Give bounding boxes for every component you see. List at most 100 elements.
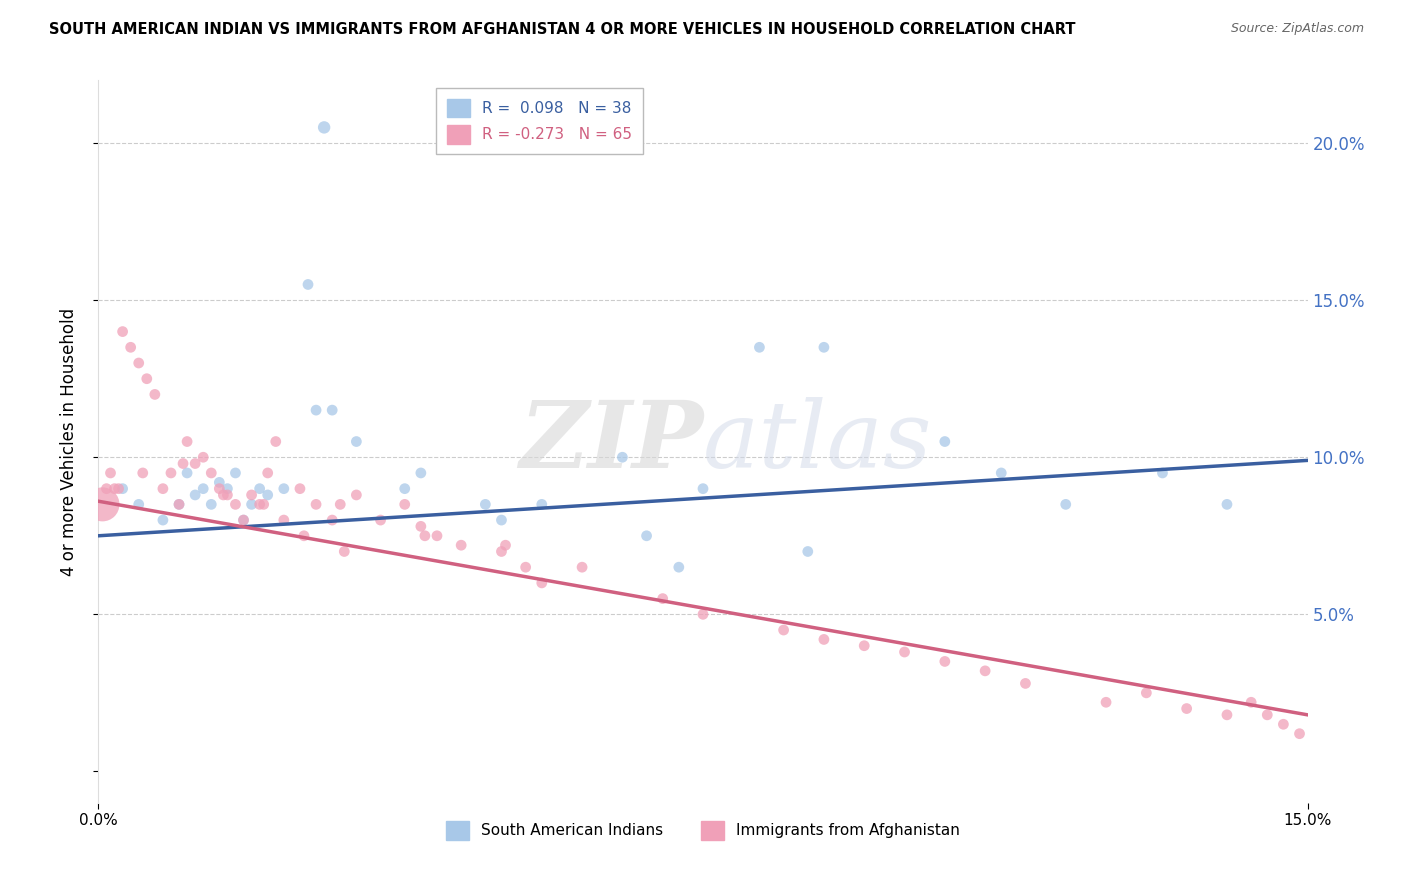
Point (329, 497, 352, 511)
Point (128, 356, 150, 370)
Point (651, 591, 673, 606)
Point (176, 466, 198, 480)
Point (1095, 695, 1118, 709)
Point (668, 560, 690, 574)
Point (571, 560, 593, 574)
Point (208, 482, 231, 496)
Legend: South American Indians, Immigrants from Afghanistan: South American Indians, Immigrants from … (440, 815, 966, 846)
Point (305, 403, 328, 417)
Point (974, 664, 997, 678)
Point (224, 466, 246, 480)
Point (1240, 695, 1263, 709)
Point (772, 623, 794, 637)
Point (208, 475, 231, 490)
Point (160, 466, 183, 480)
Point (530, 575, 553, 590)
Point (450, 538, 472, 552)
Point (217, 482, 239, 496)
Point (103, 482, 125, 496)
Point (748, 340, 770, 354)
Point (1216, 497, 1239, 511)
Point (152, 513, 174, 527)
Point (495, 538, 517, 552)
Point (184, 457, 207, 471)
Point (232, 513, 254, 527)
Y-axis label: 4 or more Vehicles in Household: 4 or more Vehicles in Household (59, 308, 77, 575)
Point (1288, 727, 1310, 741)
Point (1175, 701, 1198, 715)
Point (813, 632, 835, 647)
Point (409, 519, 432, 533)
Text: atlas: atlas (703, 397, 932, 486)
Point (314, 120, 336, 135)
Point (132, 466, 155, 480)
Point (152, 482, 174, 496)
Point (240, 488, 263, 502)
Text: SOUTH AMERICAN INDIAN VS IMMIGRANTS FROM AFGHANISTAN 4 OR MORE VEHICLES IN HOUSE: SOUTH AMERICAN INDIAN VS IMMIGRANTS FROM… (49, 22, 1076, 37)
Point (409, 466, 432, 480)
Point (292, 529, 315, 543)
Point (96, 482, 118, 496)
Point (143, 387, 166, 401)
Point (135, 372, 157, 386)
Point (111, 482, 134, 496)
Point (813, 340, 835, 354)
Point (100, 466, 122, 480)
Text: Source: ZipAtlas.com: Source: ZipAtlas.com (1230, 22, 1364, 36)
Point (333, 544, 356, 558)
Point (232, 513, 254, 527)
Point (288, 482, 311, 496)
Point (636, 529, 658, 543)
Point (128, 497, 150, 511)
Point (273, 482, 295, 496)
Point (1054, 497, 1077, 511)
Point (249, 482, 271, 496)
Point (297, 277, 319, 292)
Point (934, 655, 956, 669)
Point (212, 488, 235, 502)
Point (797, 544, 820, 558)
Point (370, 513, 392, 527)
Point (1152, 466, 1174, 480)
Point (692, 607, 714, 622)
Point (1272, 717, 1295, 731)
Point (612, 450, 634, 465)
Point (321, 403, 343, 417)
Point (193, 450, 215, 465)
Point (172, 457, 194, 471)
Point (217, 488, 239, 502)
Point (249, 497, 271, 511)
Point (167, 497, 190, 511)
Point (413, 529, 436, 543)
Point (893, 645, 915, 659)
Point (426, 529, 449, 543)
Point (853, 639, 876, 653)
Point (264, 434, 287, 449)
Point (240, 497, 263, 511)
Point (1216, 707, 1239, 722)
Point (224, 497, 246, 511)
Point (344, 434, 367, 449)
Point (344, 488, 367, 502)
Point (394, 497, 416, 511)
Point (530, 497, 553, 511)
Point (515, 560, 537, 574)
Point (1014, 676, 1036, 690)
Point (934, 434, 956, 449)
Point (167, 497, 190, 511)
Point (184, 488, 207, 502)
Point (273, 513, 295, 527)
Point (491, 513, 513, 527)
Point (200, 497, 222, 511)
Point (253, 497, 276, 511)
Point (1256, 707, 1278, 722)
Point (193, 482, 215, 496)
Point (321, 513, 343, 527)
Point (107, 482, 129, 496)
Point (256, 488, 278, 502)
Point (176, 434, 198, 449)
Point (111, 325, 134, 339)
Point (491, 544, 513, 558)
Point (692, 482, 714, 496)
Point (305, 497, 328, 511)
